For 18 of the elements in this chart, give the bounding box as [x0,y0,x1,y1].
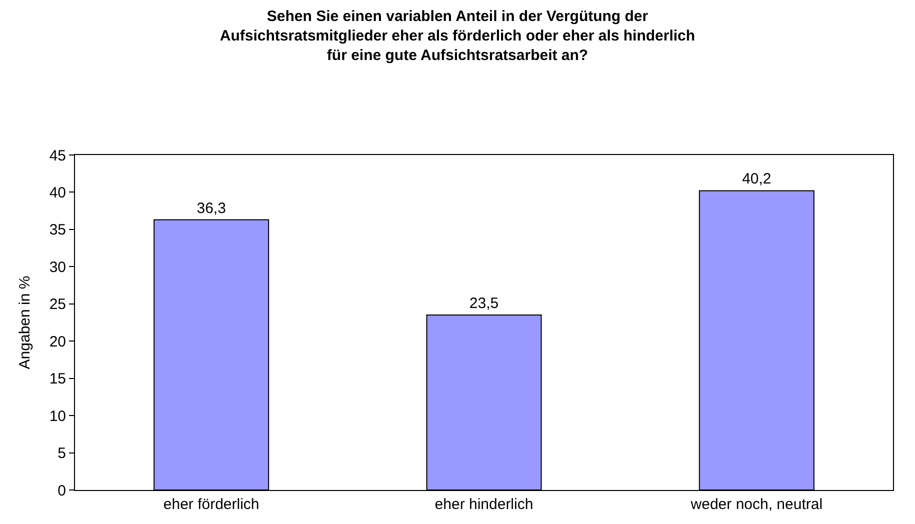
data-label: 23,5 [469,295,499,312]
x-tick-label: weder noch, neutral [690,496,823,513]
x-tick-label: eher hinderlich [434,496,534,513]
y-tick-label: 45 [49,147,66,164]
y-tick-label: 10 [49,408,66,425]
y-tick-label: 35 [49,222,66,239]
y-axis-title: Angaben in % [16,276,34,370]
chart-title: Sehen Sie einen variablen Anteil in der Vergütung der Aufsichtsratsmitglieder eher als förderlich oder eher als hinderlich für eine gute Aufsichtsratsarbeit an? [220,8,696,64]
y-tick-label: 5 [58,445,66,462]
data-label: 36,3 [196,200,226,217]
data-label: 40,2 [742,170,772,188]
y-tick-label: 40 [49,184,66,202]
y-tick-label: 20 [49,333,66,350]
y-tick-label: 30 [49,258,66,276]
y-tick-label: 15 [49,370,66,388]
y-tick-label: 0 [58,482,66,500]
x-tick-label: eher förderlich [163,496,260,513]
y-tick-label: 25 [49,296,66,314]
